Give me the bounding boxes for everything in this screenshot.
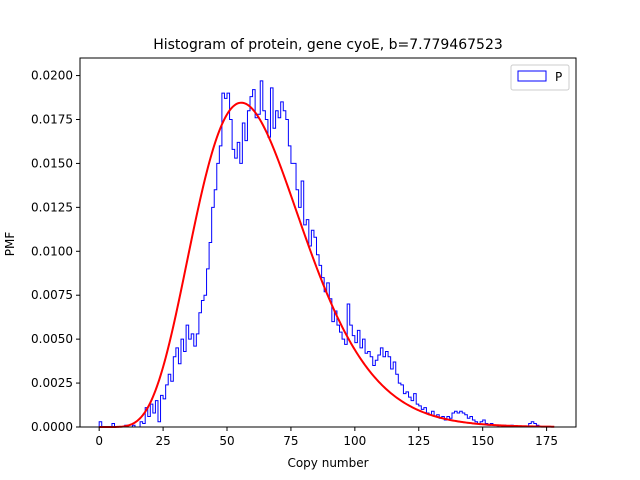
chart-title: Histogram of protein, gene cyoE, b=7.779… xyxy=(153,37,503,53)
x-tick-label: 125 xyxy=(407,434,430,448)
legend-swatch-p xyxy=(517,70,547,82)
y-tick-label: 0.0150 xyxy=(31,156,73,170)
legend: P xyxy=(510,64,570,91)
y-tick-label: 0.0025 xyxy=(31,376,73,390)
x-tick-label: 0 xyxy=(95,434,103,448)
y-tick-label: 0.0175 xyxy=(31,113,73,127)
y-tick-label: 0.0075 xyxy=(31,288,73,302)
x-tick-label: 175 xyxy=(535,434,558,448)
x-tick-label: 100 xyxy=(343,434,366,448)
y-tick-label: 0.0050 xyxy=(31,332,73,346)
x-axis-label: Copy number xyxy=(287,456,368,470)
plot-area: 0 25 50 75 100 125 150 175 0.0000 0.0025 0.0050 0.0… xyxy=(31,57,577,448)
x-tick-label: 50 xyxy=(219,434,234,448)
x-tick-label: 150 xyxy=(471,434,494,448)
x-tick-label: 25 xyxy=(155,434,170,448)
y-axis-label: PMF xyxy=(3,232,17,257)
y-tick-label: 0.0125 xyxy=(31,200,73,214)
y-tick-label: 0.0000 xyxy=(31,420,73,434)
fitted-curve xyxy=(99,101,555,428)
histogram-series-p xyxy=(98,80,557,428)
y-tick-label: 0.0200 xyxy=(31,69,73,83)
y-tick-label: 0.0100 xyxy=(31,244,73,258)
axes-frame xyxy=(79,57,577,428)
legend-label-p: P xyxy=(555,70,562,84)
x-tick-label: 75 xyxy=(283,434,298,448)
